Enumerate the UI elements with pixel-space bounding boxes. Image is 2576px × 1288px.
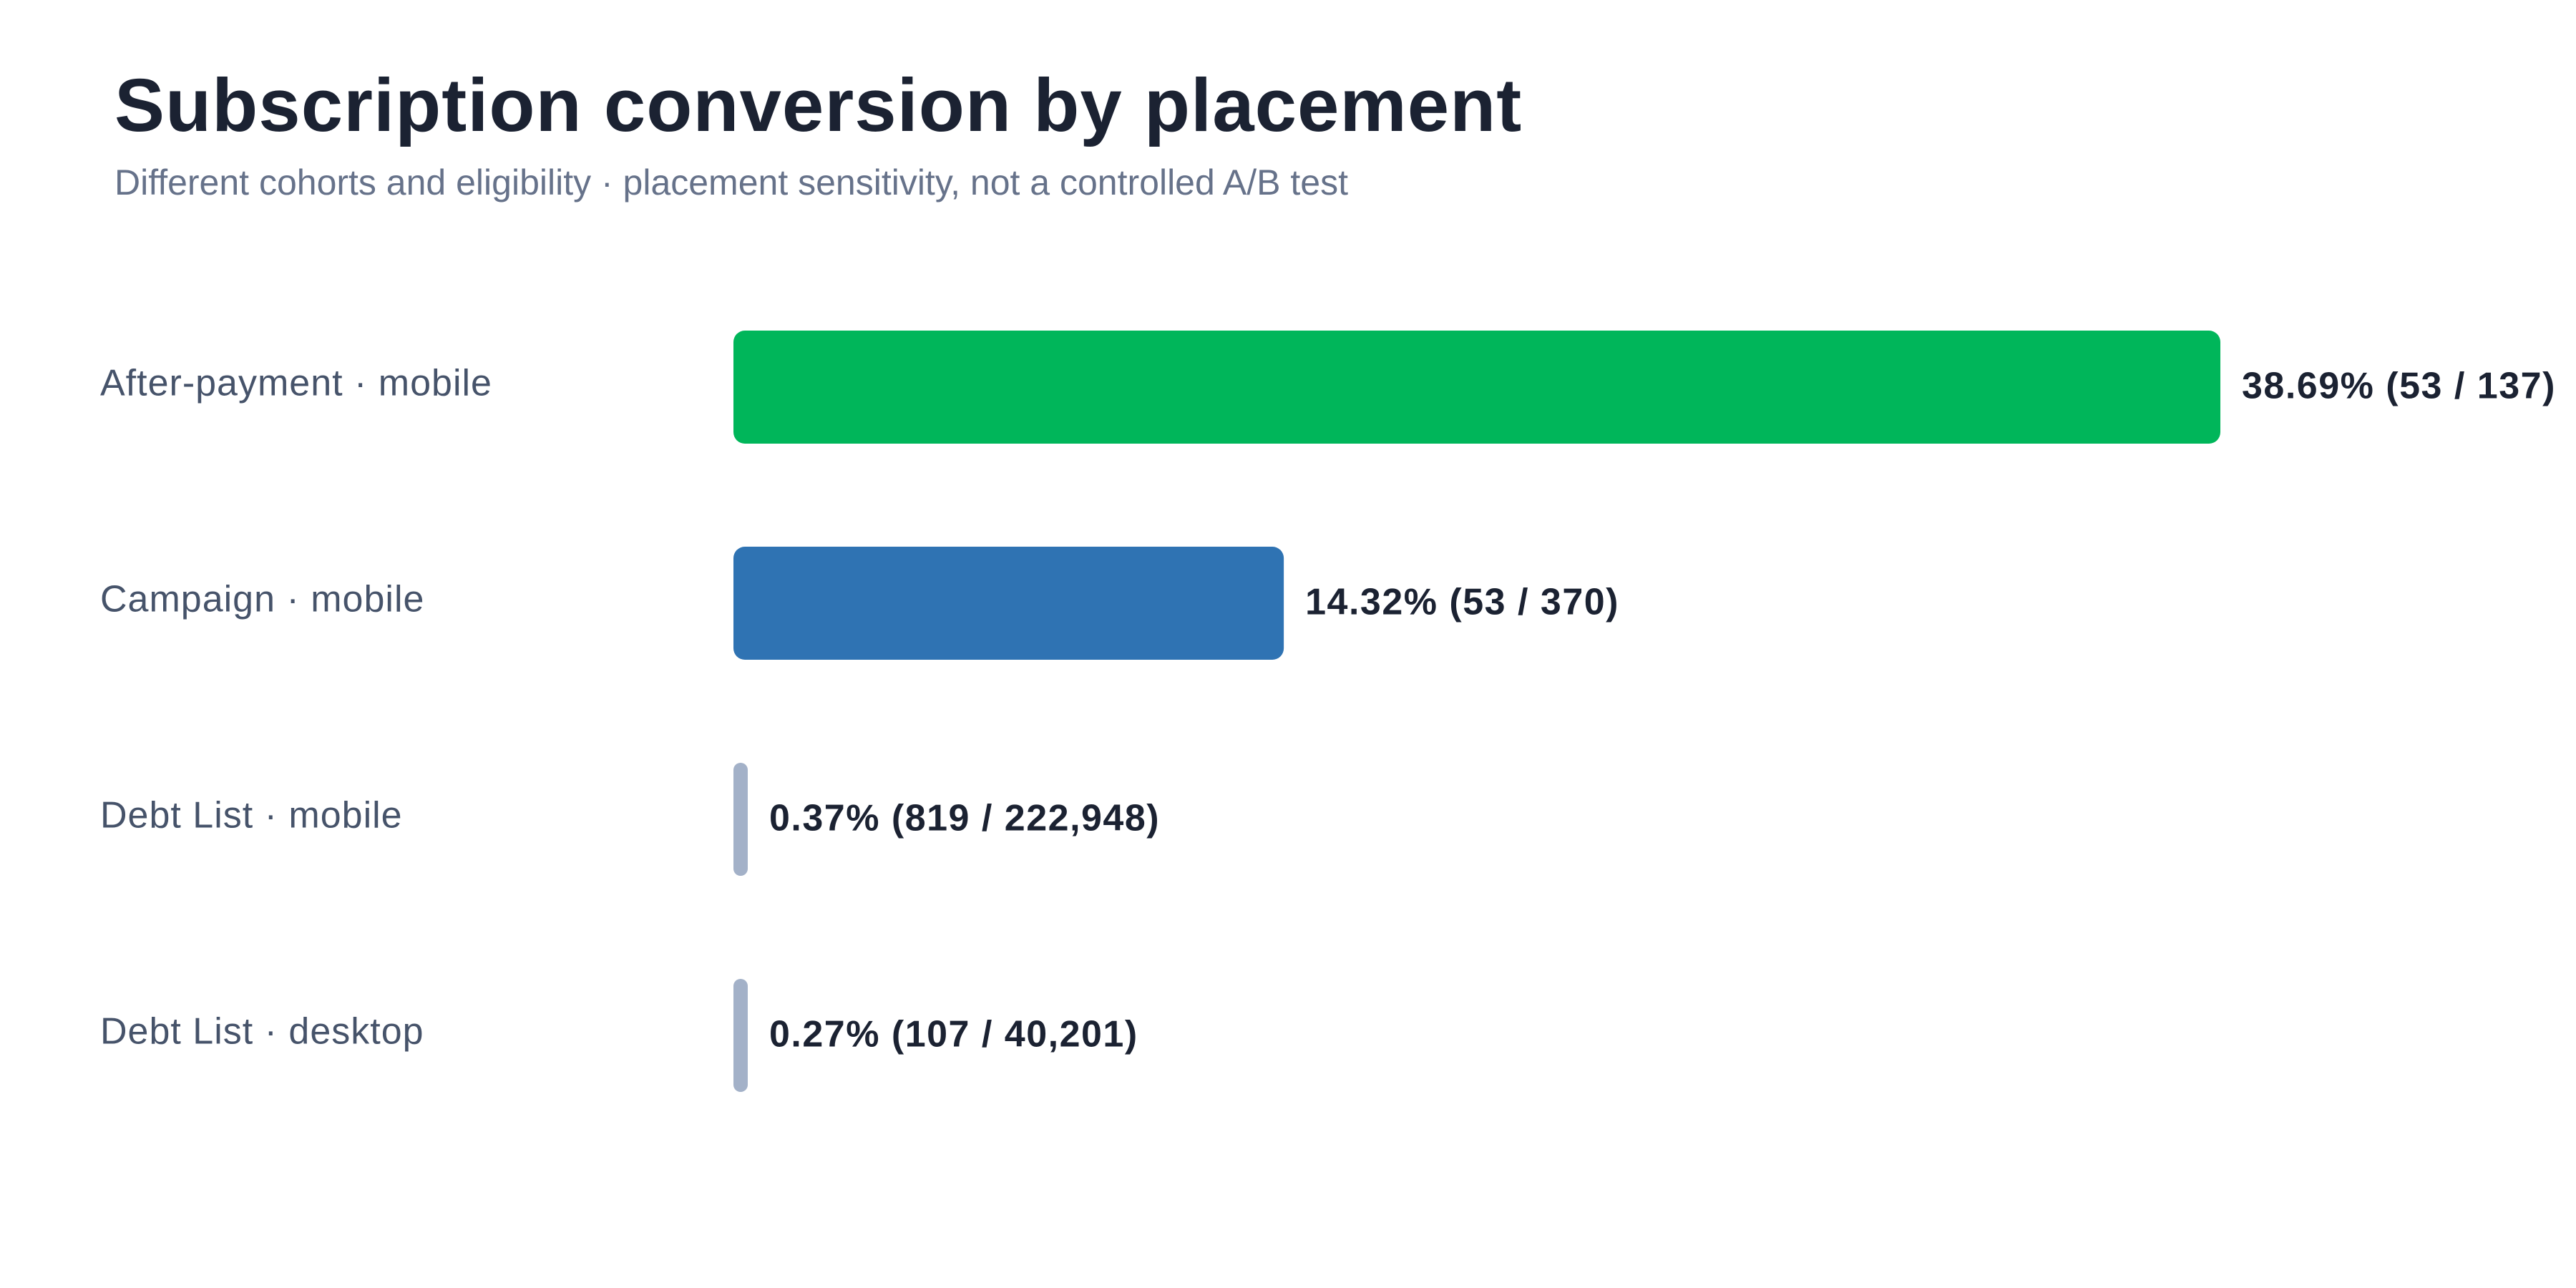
chart-title: Subscription conversion by placement bbox=[114, 64, 1523, 147]
value-label: 0.37% (819 / 222,948) bbox=[769, 798, 1160, 839]
category-label: Campaign · mobile bbox=[100, 579, 424, 620]
bar bbox=[733, 979, 748, 1092]
bar bbox=[733, 763, 748, 876]
value-label: 14.32% (53 / 370) bbox=[1305, 582, 1619, 623]
value-label: 0.27% (107 / 40,201) bbox=[769, 1014, 1138, 1055]
bar bbox=[733, 547, 1284, 660]
category-label: Debt List · desktop bbox=[100, 1011, 424, 1053]
value-label: 38.69% (53 / 137) bbox=[2242, 366, 2556, 407]
category-label: Debt List · mobile bbox=[100, 795, 403, 836]
chart-subtitle: Different cohorts and eligibility · plac… bbox=[114, 162, 1348, 203]
bar bbox=[733, 331, 2220, 444]
category-label: After-payment · mobile bbox=[100, 363, 492, 404]
